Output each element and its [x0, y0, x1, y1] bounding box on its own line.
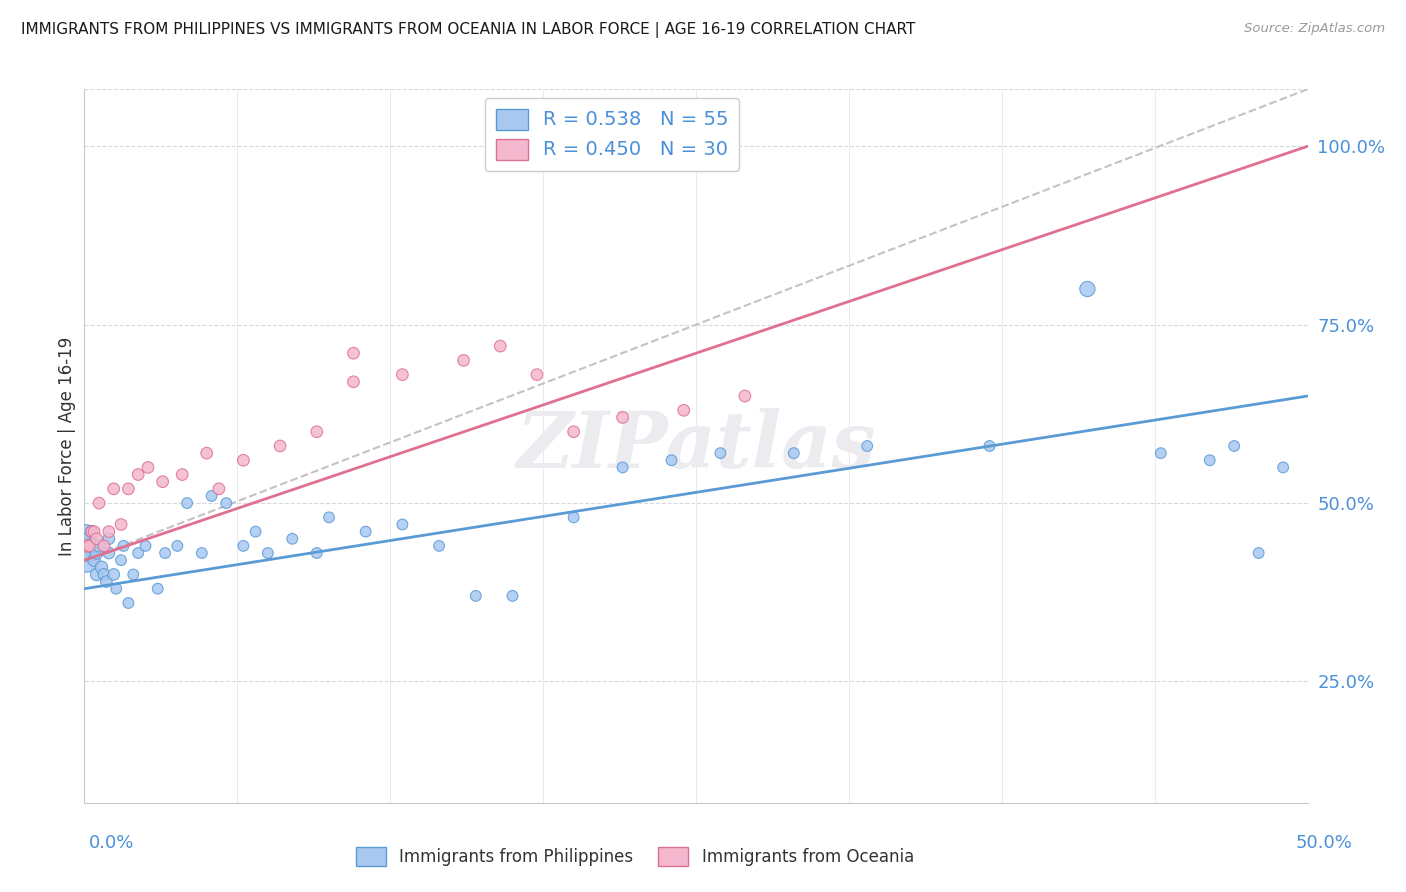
- Point: [562, 425, 585, 439]
- Point: [87, 496, 110, 510]
- Point: [427, 539, 450, 553]
- Point: [90, 560, 112, 574]
- Point: [127, 546, 149, 560]
- Point: [342, 346, 364, 360]
- Point: [152, 475, 174, 489]
- Point: [83, 553, 105, 567]
- Point: [562, 510, 585, 524]
- Legend: Immigrants from Philippines, Immigrants from Oceania: Immigrants from Philippines, Immigrants …: [349, 840, 921, 873]
- Point: [117, 596, 139, 610]
- Point: [135, 539, 157, 553]
- Point: [80, 524, 103, 539]
- Point: [76, 524, 98, 539]
- Text: Source: ZipAtlas.com: Source: ZipAtlas.com: [1244, 22, 1385, 36]
- Point: [93, 539, 115, 553]
- Point: [391, 517, 413, 532]
- Point: [110, 553, 132, 567]
- Point: [77, 532, 100, 546]
- Point: [76, 539, 98, 553]
- Point: [97, 524, 120, 539]
- Point: [215, 496, 238, 510]
- Point: [112, 539, 135, 553]
- Point: [709, 446, 731, 460]
- Point: [1247, 546, 1270, 560]
- Point: [136, 460, 159, 475]
- Point: [80, 539, 103, 553]
- Point: [166, 539, 188, 553]
- Point: [127, 467, 149, 482]
- Point: [318, 510, 340, 524]
- Point: [305, 425, 328, 439]
- Point: [281, 532, 304, 546]
- Point: [105, 582, 128, 596]
- Text: IMMIGRANTS FROM PHILIPPINES VS IMMIGRANTS FROM OCEANIA IN LABOR FORCE | AGE 16-1: IMMIGRANTS FROM PHILIPPINES VS IMMIGRANT…: [21, 22, 915, 38]
- Point: [661, 453, 683, 467]
- Y-axis label: In Labor Force | Age 16-19: In Labor Force | Age 16-19: [58, 336, 76, 556]
- Text: 50.0%: 50.0%: [1296, 834, 1353, 852]
- Point: [86, 532, 108, 546]
- Point: [783, 446, 806, 460]
- Point: [96, 574, 118, 589]
- Point: [208, 482, 231, 496]
- Point: [153, 546, 176, 560]
- Point: [612, 460, 634, 475]
- Point: [734, 389, 756, 403]
- Point: [77, 546, 100, 560]
- Point: [146, 582, 169, 596]
- Point: [195, 446, 218, 460]
- Point: [1272, 460, 1295, 475]
- Point: [245, 524, 267, 539]
- Point: [1223, 439, 1246, 453]
- Point: [103, 482, 125, 496]
- Point: [117, 482, 139, 496]
- Point: [77, 539, 100, 553]
- Point: [501, 589, 523, 603]
- Text: ZIPatlas: ZIPatlas: [516, 408, 876, 484]
- Point: [391, 368, 413, 382]
- Point: [93, 567, 115, 582]
- Point: [1150, 446, 1173, 460]
- Point: [232, 453, 254, 467]
- Point: [200, 489, 222, 503]
- Point: [86, 546, 108, 560]
- Point: [122, 567, 145, 582]
- Point: [305, 546, 328, 560]
- Point: [86, 567, 108, 582]
- Point: [453, 353, 475, 368]
- Point: [87, 539, 110, 553]
- Point: [354, 524, 377, 539]
- Text: 0.0%: 0.0%: [89, 834, 134, 852]
- Point: [80, 524, 103, 539]
- Point: [257, 546, 280, 560]
- Point: [1076, 282, 1098, 296]
- Point: [612, 410, 634, 425]
- Point: [672, 403, 695, 417]
- Point: [464, 589, 486, 603]
- Point: [76, 539, 98, 553]
- Point: [269, 439, 291, 453]
- Point: [110, 517, 132, 532]
- Point: [979, 439, 1001, 453]
- Point: [176, 496, 198, 510]
- Point: [856, 439, 879, 453]
- Point: [97, 532, 120, 546]
- Point: [97, 546, 120, 560]
- Point: [191, 546, 214, 560]
- Point: [1198, 453, 1220, 467]
- Point: [83, 524, 105, 539]
- Point: [489, 339, 512, 353]
- Point: [172, 467, 194, 482]
- Point: [103, 567, 125, 582]
- Point: [232, 539, 254, 553]
- Point: [526, 368, 548, 382]
- Point: [76, 553, 98, 567]
- Point: [342, 375, 364, 389]
